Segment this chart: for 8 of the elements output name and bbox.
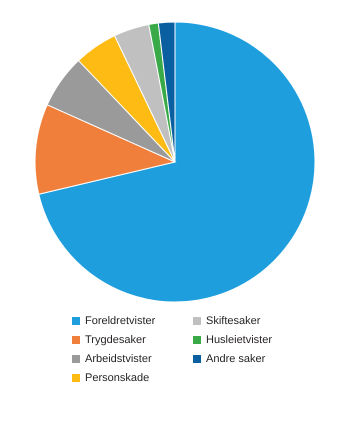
legend-label: Andre saker xyxy=(206,353,266,365)
legend-label: Husleietvister xyxy=(206,334,272,346)
legend-label: Personskade xyxy=(85,372,150,384)
legend-label: Foreldretvister xyxy=(85,315,156,327)
pie-slice xyxy=(38,22,316,302)
legend-label: Trygdesaker xyxy=(85,334,146,346)
legend-label: Arbeidstvister xyxy=(85,353,152,365)
legend-label: Skiftesaker xyxy=(206,315,261,327)
